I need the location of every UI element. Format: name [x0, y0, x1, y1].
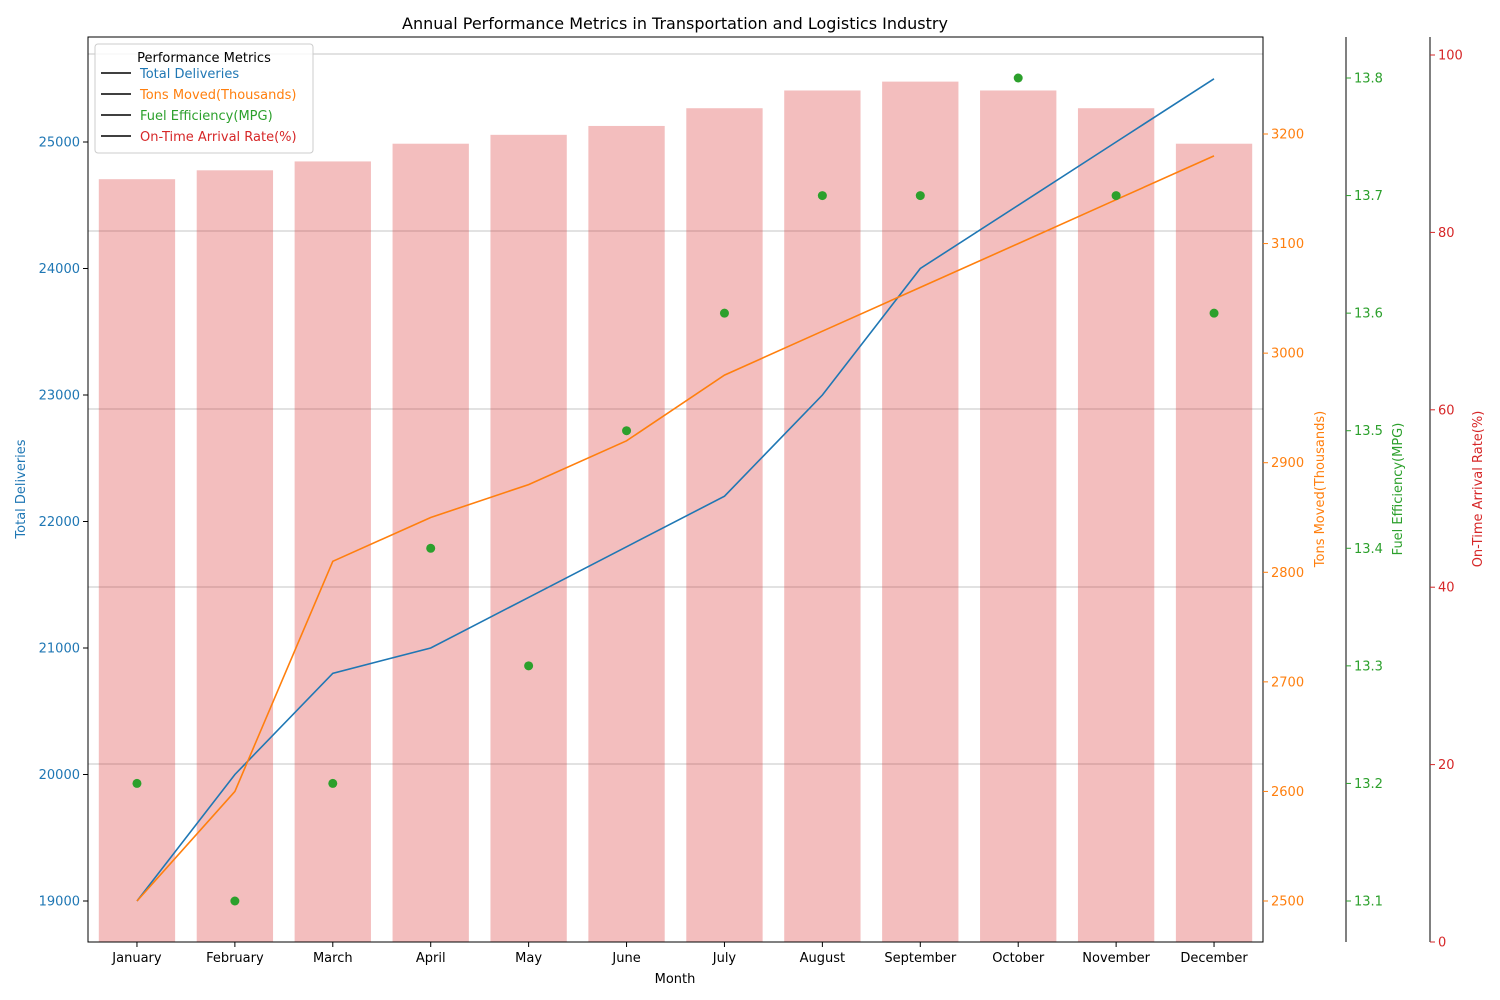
x-axis-label: Month — [655, 972, 696, 987]
x-tick-label: March — [313, 951, 353, 966]
bar-on-time-8 — [882, 81, 959, 943]
x-tick-label: January — [111, 951, 162, 966]
plot-frame — [87, 36, 1264, 943]
point-fuel-4 — [524, 661, 534, 671]
y-tick-label: 80 — [1438, 226, 1455, 241]
x-tick-label: February — [206, 951, 264, 966]
x-tick-label: June — [611, 951, 640, 966]
y-tick-label: 13.8 — [1354, 72, 1383, 87]
x-tick-label: October — [992, 951, 1045, 966]
legend-box — [94, 43, 314, 154]
legend-entry: Total Deliveries — [139, 67, 239, 82]
point-fuel-2 — [328, 778, 338, 788]
bar-on-time-6 — [686, 108, 763, 943]
point-fuel-11 — [1209, 308, 1219, 318]
y-tick-label: 13.2 — [1354, 777, 1383, 792]
x-axis: January February March April May June July Augu… — [111, 942, 1248, 966]
y-tick-label: 3200 — [1271, 128, 1304, 143]
y-tick-label: 2900 — [1271, 456, 1304, 471]
y-tick-label: 40 — [1438, 581, 1455, 596]
y-tick-label: 100 — [1438, 49, 1463, 64]
y-tick-label: 20000 — [39, 768, 80, 783]
y-axis-label-3: On-Time Arrival Rate(%) — [1471, 411, 1486, 568]
x-tick-label: April — [416, 951, 446, 966]
y-axis-label-0: Total Deliveries — [14, 439, 29, 539]
y-axis-label-2: Fuel Efficiency(MPG) — [1391, 423, 1406, 556]
y-tick-label: 3100 — [1271, 237, 1304, 252]
y-tick-label: 20 — [1438, 758, 1455, 773]
y-axes: 19000200002100022000230002400025000Total… — [14, 37, 1486, 951]
point-fuel-6 — [719, 308, 729, 318]
point-fuel-0 — [132, 778, 142, 788]
x-tick-label: December — [1180, 951, 1248, 966]
y-tick-label: 2500 — [1271, 895, 1304, 910]
x-tick-label: August — [800, 951, 846, 966]
y-tick-label: 23000 — [39, 389, 80, 404]
point-fuel-1 — [230, 896, 240, 906]
y-tick-label: 60 — [1438, 403, 1455, 418]
series-line-1 — [136, 155, 1215, 902]
y-tick-label: 21000 — [39, 642, 80, 657]
y-tick-label: 19000 — [39, 895, 80, 910]
bar-on-time-7 — [784, 90, 861, 943]
bar-on-time-2 — [294, 161, 371, 942]
chart-title: Annual Performance Metrics in Transporta… — [402, 14, 948, 33]
y-tick-label: 2600 — [1271, 785, 1304, 800]
series-line-0 — [136, 78, 1215, 902]
legend-entry: Tons Moved(Thousands) — [139, 88, 296, 103]
y-tick-label: 2700 — [1271, 675, 1304, 690]
point-fuel-7 — [817, 191, 827, 201]
legend-entry: Fuel Efficiency(MPG) — [140, 109, 273, 124]
legend-title: Performance Metrics — [137, 51, 271, 66]
bar-on-time-0 — [98, 179, 176, 942]
y-tick-label: 13.7 — [1354, 189, 1383, 204]
y-tick-label: 3000 — [1271, 347, 1304, 362]
y-tick-label: 13.5 — [1354, 424, 1383, 439]
bar-on-time-9 — [980, 90, 1057, 943]
bar-on-time-4 — [490, 134, 567, 942]
grid-lines — [88, 53, 1263, 765]
y-tick-label: 13.1 — [1354, 895, 1383, 910]
y-tick-label: 2800 — [1271, 566, 1304, 581]
bar-on-time-11 — [1175, 143, 1253, 942]
y-tick-label: 0 — [1438, 936, 1446, 951]
bar-on-time-3 — [392, 143, 469, 942]
point-fuel-8 — [915, 191, 925, 201]
bar-series — [98, 81, 1253, 943]
y-tick-label: 25000 — [39, 136, 80, 151]
x-tick-label: November — [1082, 951, 1150, 966]
x-tick-label: July — [712, 951, 737, 966]
bar-on-time-1 — [196, 170, 274, 942]
x-tick-label: September — [884, 951, 957, 966]
y-tick-label: 24000 — [39, 262, 80, 277]
y-tick-label: 13.4 — [1354, 542, 1383, 557]
x-tick-label: May — [515, 951, 542, 966]
point-fuel-9 — [1013, 73, 1023, 83]
line-series — [136, 78, 1215, 902]
y-tick-label: 13.3 — [1354, 659, 1383, 674]
y-tick-label: 13.6 — [1354, 307, 1383, 322]
point-fuel-5 — [622, 426, 632, 436]
point-fuel-10 — [1111, 191, 1121, 201]
legend-entry: On-Time Arrival Rate(%) — [140, 130, 297, 145]
point-fuel-3 — [426, 543, 436, 553]
y-axis-label-1: Tons Moved(Thousands) — [1313, 411, 1328, 568]
bar-on-time-5 — [588, 125, 665, 942]
bar-on-time-10 — [1077, 108, 1155, 943]
y-tick-label: 22000 — [39, 515, 80, 530]
scatter-series — [132, 73, 1219, 906]
